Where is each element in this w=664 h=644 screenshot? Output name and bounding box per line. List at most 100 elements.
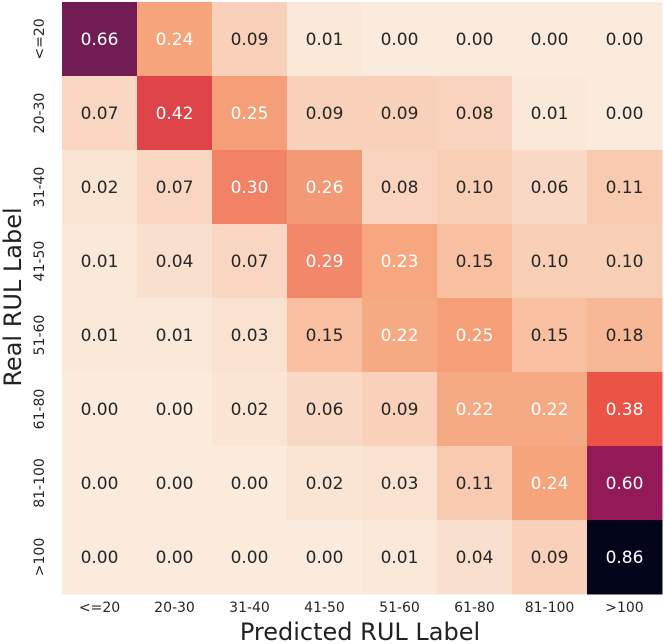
cell-value-label: 0.04 [156,252,194,272]
cell-value-label: 0.09 [531,548,569,568]
heatmap-cell [512,76,588,151]
heatmap-cell [137,520,213,595]
heatmap-cell [587,150,663,225]
cell-value-label: 0.00 [306,548,344,568]
heatmap-cell [587,520,663,595]
cell-value-label: 0.00 [81,474,119,494]
cell-value-label: 0.15 [456,252,494,272]
cell-value-label: 0.10 [606,252,644,272]
heatmap-cells [62,2,663,595]
y-tick-label: >100 [32,538,48,576]
cell-value-label: 0.00 [156,474,194,494]
cell-value-label: 0.01 [156,326,194,346]
cell-value-label: 0.00 [606,104,644,124]
heatmap-cell [512,150,588,225]
heatmap-cell [137,298,213,373]
cell-value-label: 0.07 [156,178,194,198]
heatmap-cell [287,224,363,299]
y-tick-label: 61-80 [32,389,48,430]
cell-value-label: 0.29 [306,252,344,272]
cell-value-label: 0.10 [456,178,494,198]
y-tick-label: 41-50 [32,241,48,282]
cell-value-label: 0.06 [531,178,569,198]
heatmap-cell [437,2,513,77]
cell-value-label: 0.00 [231,474,269,494]
cell-value-label: 0.10 [531,252,569,272]
cell-value-label: 0.23 [381,252,419,272]
cell-value-label: 0.66 [81,30,119,50]
y-tick-label: 81-100 [32,458,48,508]
x-axis-label: Predicted RUL Label [240,618,480,644]
heatmap-cell [62,298,138,373]
heatmap-cell [437,224,513,299]
heatmap-cell [212,224,288,299]
heatmap-cell [287,2,363,77]
heatmap-cell [62,76,138,151]
cell-value-label: 0.25 [456,326,494,346]
heatmap-cell [362,224,438,299]
cell-value-label: 0.30 [231,178,269,198]
heatmap-cell [212,446,288,521]
heatmap-cell [362,2,438,77]
cell-value-label: 0.00 [606,30,644,50]
x-tick-label: 81-100 [525,600,575,616]
cell-value-label: 0.06 [306,400,344,420]
heatmap-cell [287,298,363,373]
heatmap-cell [212,520,288,595]
heatmap-cell [362,76,438,151]
cell-value-label: 0.02 [231,400,269,420]
cell-value-label: 0.01 [306,30,344,50]
heatmap-cell [137,224,213,299]
heatmap-cell [512,520,588,595]
cell-value-label: 0.09 [381,400,419,420]
cell-value-label: 0.00 [81,548,119,568]
cell-value-label: 0.08 [456,104,494,124]
cell-value-label: 0.00 [456,30,494,50]
heatmap-cell [512,446,588,521]
heatmap-cell [587,2,663,77]
heatmap-cell [362,372,438,447]
heatmap-cell [137,150,213,225]
y-tick-label: 31-40 [32,167,48,208]
heatmap-cell [362,520,438,595]
y-tick-label: 51-60 [32,315,48,356]
cell-value-label: 0.15 [306,326,344,346]
heatmap-cell-labels: 0.66 0.24 0.09 0.01 0.00 0.00 0.00 0.00 0.07 0.42… [81,30,644,568]
heatmap-cell [437,520,513,595]
heatmap-cell [287,446,363,521]
heatmap-cell [62,372,138,447]
cell-value-label: 0.22 [381,326,419,346]
cell-value-label: 0.00 [81,400,119,420]
cell-value-label: 0.01 [381,548,419,568]
cell-value-label: 0.08 [381,178,419,198]
x-tick-label: >100 [605,600,643,616]
x-tick-labels: <=20 20-30 31-40 41-50 51-60 61-80 81-100 >100 [79,600,644,616]
heatmap-cell [62,446,138,521]
cell-value-label: 0.02 [306,474,344,494]
heatmap-cell [437,372,513,447]
x-tick-label: 51-60 [379,600,420,616]
heatmap-cell [587,446,663,521]
cell-value-label: 0.07 [231,252,269,272]
heatmap-cell [512,224,588,299]
cell-value-label: 0.02 [81,178,119,198]
heatmap-cell [137,76,213,151]
heatmap-cell [212,76,288,151]
heatmap-cell [437,298,513,373]
cell-value-label: 0.11 [456,474,494,494]
cell-value-label: 0.25 [231,104,269,124]
cell-value-label: 0.11 [606,178,644,198]
cell-value-label: 0.24 [531,474,569,494]
cell-value-label: 0.09 [231,30,269,50]
cell-value-label: 0.86 [606,548,644,568]
cell-value-label: 0.03 [231,326,269,346]
cell-value-label: 0.01 [81,326,119,346]
cell-value-label: 0.03 [381,474,419,494]
x-tick-label: 20-30 [154,600,195,616]
heatmap-cell [137,446,213,521]
cell-value-label: 0.22 [531,400,569,420]
y-tick-label: <=20 [32,18,48,59]
cell-value-label: 0.00 [231,548,269,568]
cell-value-label: 0.00 [381,30,419,50]
